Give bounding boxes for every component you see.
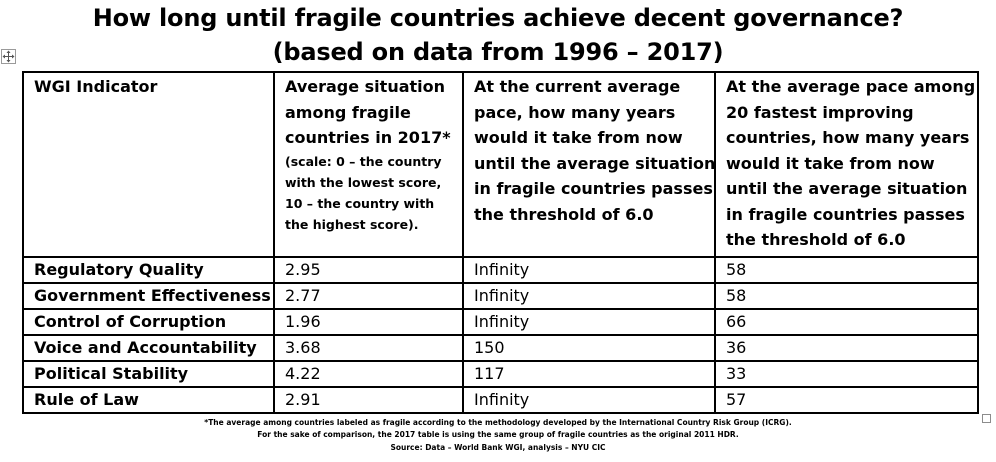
average-score: 2.77: [273, 282, 464, 310]
indicator-name: Voice and Accountability: [22, 334, 275, 362]
average-score: 3.68: [273, 334, 464, 362]
header-line: among fragile: [285, 102, 411, 122]
average-score: 2.91: [273, 386, 464, 414]
header-line: Average situation: [285, 77, 446, 96]
average-score: 1.96: [273, 308, 464, 336]
header-line: until the average situation: [474, 153, 715, 173]
header-line: pace, how many years: [474, 102, 676, 122]
move-arrows-icon[interactable]: [1, 49, 16, 64]
scale-note-line: (scale: 0 – the country: [285, 153, 442, 169]
header-cell-current-pace: At the current average pace, how many ye…: [462, 71, 716, 258]
years-current-pace: Infinity: [462, 256, 716, 284]
table-row: Voice and Accountability 3.68 150 36: [22, 334, 979, 362]
header-line: 20 fastest improving: [726, 102, 914, 122]
indicator-name: Political Stability: [22, 360, 275, 388]
table-row: Government Effectiveness 2.77 Infinity 5…: [22, 282, 979, 310]
footnote: *The average among countries labeled as …: [204, 418, 792, 427]
table-row: Political Stability 4.22 117 33: [22, 360, 979, 388]
years-current-pace: Infinity: [462, 386, 716, 414]
header-line: WGI Indicator: [34, 77, 158, 96]
years-fastest-pace: 66: [714, 308, 979, 336]
header-line: in fragile countries passes: [726, 204, 965, 224]
average-score: 4.22: [273, 360, 464, 388]
years-current-pace: Infinity: [462, 282, 716, 310]
header-cell-fastest-pace: At the average pace among 20 fastest imp…: [714, 71, 979, 258]
page-title: How long until fragile countries achieve…: [92, 4, 904, 32]
header-line: At the average pace among: [726, 77, 976, 96]
table-row: Regulatory Quality 2.95 Infinity 58: [22, 256, 979, 284]
years-current-pace: 150: [462, 334, 716, 362]
years-fastest-pace: 58: [714, 282, 979, 310]
header-line: the threshold of 6.0: [474, 204, 654, 224]
scale-note-line: the highest score).: [285, 216, 419, 232]
average-score: 2.95: [273, 256, 464, 284]
years-fastest-pace: 57: [714, 386, 979, 414]
years-current-pace: Infinity: [462, 308, 716, 336]
years-fastest-pace: 33: [714, 360, 979, 388]
header-line: in fragile countries passes: [474, 179, 713, 198]
source-note: Source: Data – World Bank WGI, analysis …: [390, 443, 606, 452]
header-line: At the current average: [474, 77, 681, 96]
years-fastest-pace: 36: [714, 334, 979, 362]
indicator-name: Rule of Law: [22, 386, 275, 414]
table-row: Control of Corruption 1.96 Infinity 66: [22, 308, 979, 336]
table-row: Rule of Law 2.91 Infinity 57: [22, 386, 979, 414]
header-line: until the average situation: [726, 179, 968, 198]
header-line: would it take from now: [726, 153, 935, 173]
resize-handle-icon[interactable]: [982, 414, 991, 423]
years-current-pace: 117: [462, 360, 716, 388]
years-fastest-pace: 58: [714, 256, 979, 284]
header-line: the threshold of 6.0: [726, 230, 906, 249]
scale-note-line: 10 – the country with: [285, 195, 435, 211]
page-subtitle: (based on data from 1996 – 2017): [272, 38, 724, 66]
header-line: countries in 2017*: [285, 128, 451, 147]
header-line: would it take from now: [474, 128, 683, 147]
table-header-row: WGI Indicator Average situation among fr…: [22, 71, 979, 258]
header-cell-indicator: WGI Indicator: [22, 71, 275, 258]
indicator-name: Control of Corruption: [22, 308, 275, 336]
header-line: countries, how many years: [726, 128, 970, 147]
indicator-name: Regulatory Quality: [22, 256, 275, 284]
scale-note-line: with the lowest score,: [285, 174, 442, 190]
indicator-name: Government Effectiveness: [22, 282, 275, 310]
footnote: For the sake of comparison, the 2017 tab…: [257, 430, 739, 439]
wgi-table: WGI Indicator Average situation among fr…: [22, 71, 979, 414]
header-cell-average-2017: Average situation among fragile countrie…: [273, 71, 464, 258]
